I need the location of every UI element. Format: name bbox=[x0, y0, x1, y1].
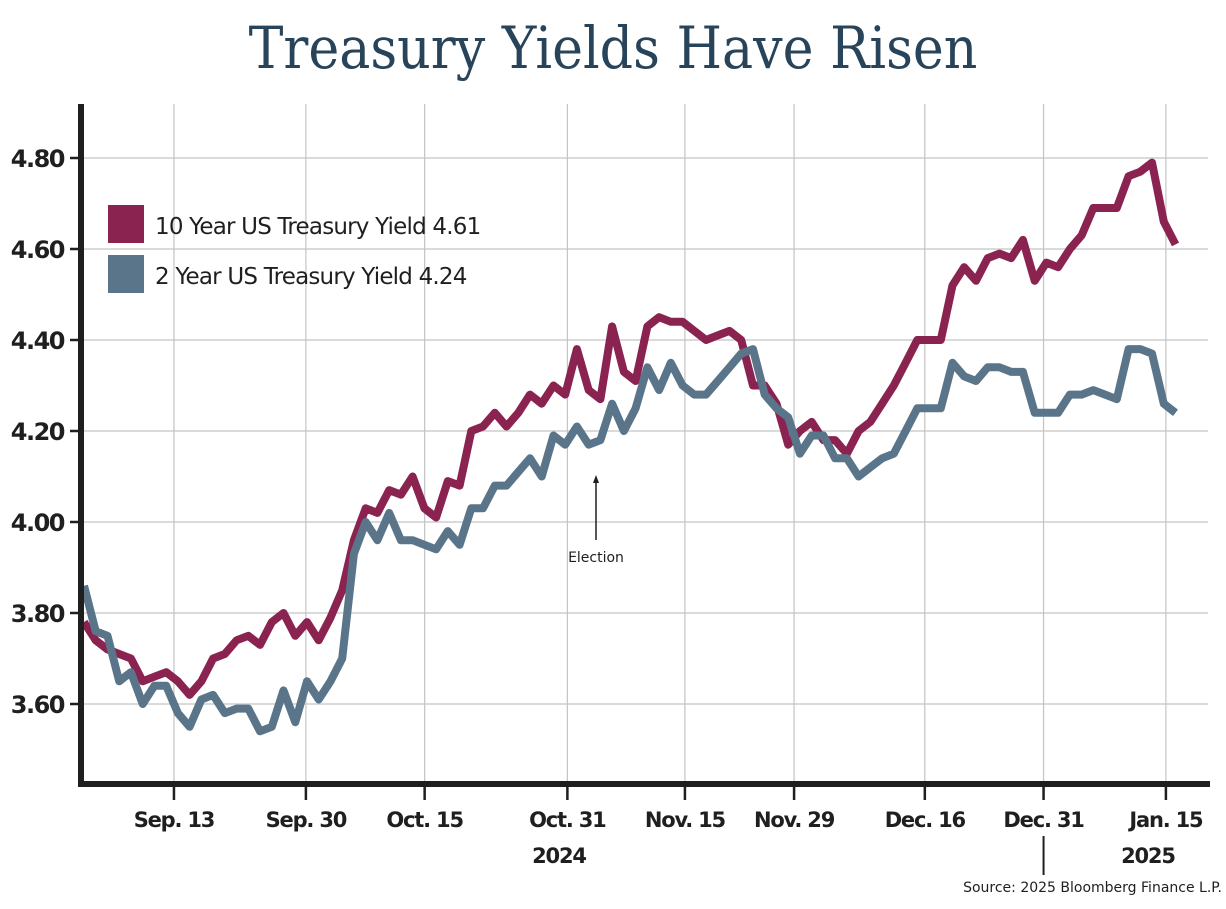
x-tick-label: Sep. 30 bbox=[266, 808, 347, 832]
x-tick-labels: Sep. 13 Sep. 30 Oct. 15 Oct. 31 Nov. 15 Nov. … bbox=[134, 808, 1205, 868]
x-tick-label: Sep. 13 bbox=[134, 808, 215, 832]
y-tick-labels: 4.80 4.60 4.40 4.20 4.00 3.80 3.60 bbox=[11, 145, 67, 719]
x-tick-label: Jan. 15 bbox=[1127, 808, 1203, 832]
axes bbox=[70, 104, 1210, 875]
x-tick-label: Oct. 31 bbox=[529, 808, 606, 832]
x-year-label: 2025 bbox=[1121, 844, 1175, 868]
legend-label-10-year: 10 Year US Treasury Yield 4.61 bbox=[155, 214, 480, 240]
x-tick-label: Dec. 31 bbox=[1003, 808, 1084, 832]
election-label: Election bbox=[568, 550, 624, 566]
x-tick-label: Dec. 16 bbox=[885, 808, 966, 832]
legend: 10 Year US Treasury Yield 4.61 2 Year US… bbox=[108, 205, 481, 293]
x-year-label: 2024 bbox=[532, 844, 586, 868]
series-layer bbox=[80, 158, 1180, 736]
y-tick-label: 4.20 bbox=[11, 418, 65, 446]
legend-label-2-year: 2 Year US Treasury Yield 4.24 bbox=[155, 264, 467, 290]
series-10-year-line bbox=[80, 158, 1180, 699]
x-tick-label: Oct. 15 bbox=[386, 808, 463, 832]
x-tick-label: Nov. 29 bbox=[754, 808, 835, 832]
y-tick-label: 4.00 bbox=[11, 509, 65, 537]
chart-title: Treasury Yields Have Risen bbox=[248, 14, 978, 82]
y-tick-label: 3.60 bbox=[11, 691, 65, 719]
source-note: Source: 2025 Bloomberg Finance L.P. bbox=[963, 880, 1222, 896]
y-tick-label: 3.80 bbox=[11, 600, 65, 628]
x-tick-label: Nov. 15 bbox=[645, 808, 726, 832]
series-2-year-line bbox=[80, 345, 1178, 736]
arrow-head-icon bbox=[593, 475, 599, 483]
y-tick-label: 4.40 bbox=[11, 327, 65, 355]
legend-swatch-10-year bbox=[108, 205, 144, 243]
grid bbox=[84, 104, 1208, 784]
election-annotation: Election bbox=[568, 475, 624, 566]
y-tick-label: 4.60 bbox=[11, 236, 65, 264]
legend-swatch-2-year bbox=[108, 255, 144, 293]
y-tick-label: 4.80 bbox=[11, 145, 65, 173]
